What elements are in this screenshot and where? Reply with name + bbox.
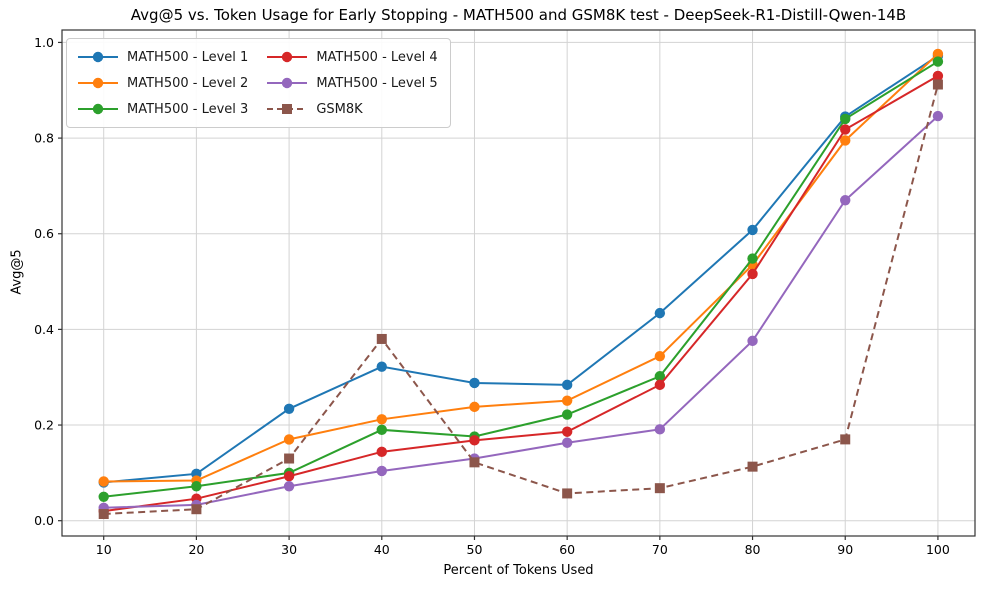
marker-math500-level-2 bbox=[283, 434, 295, 445]
marker-math500-level-3 bbox=[932, 56, 944, 67]
marker-math500-level-2 bbox=[654, 350, 666, 362]
marker-math500-level-4 bbox=[840, 124, 851, 135]
marker-math500-level-3 bbox=[191, 481, 202, 492]
x-tick-label: 90 bbox=[837, 542, 853, 557]
y-tick-label: 0.6 bbox=[34, 226, 54, 241]
marker-math500-level-5 bbox=[376, 465, 387, 477]
marker-math500-level-4 bbox=[376, 446, 387, 458]
marker-math500-level-1 bbox=[469, 377, 480, 389]
marker-math500-level-2 bbox=[932, 48, 944, 60]
legend-sample-math500-level-5 bbox=[267, 77, 308, 89]
y-axis-label: Avg@5 bbox=[9, 249, 25, 295]
marker-gsm8k bbox=[932, 79, 943, 90]
marker-gsm8k bbox=[840, 434, 851, 445]
marker-gsm8k bbox=[469, 457, 480, 468]
marker-math500-level-1 bbox=[747, 224, 758, 236]
legend-label-math500-level-3: MATH500 - Level 3 bbox=[127, 101, 249, 117]
legend-sample-math500-level-1 bbox=[78, 51, 118, 63]
marker-math500-level-5 bbox=[654, 424, 666, 435]
legend-item-math500-level-1: MATH500 - Level 1 bbox=[77, 45, 248, 69]
legend-item-math500-level-4: MATH500 - Level 4 bbox=[266, 45, 438, 69]
legend-sample-math500-level-3 bbox=[78, 103, 118, 115]
marker-math500-level-2 bbox=[98, 476, 109, 487]
legend-item-math500-level-3: MATH500 - Level 3 bbox=[77, 97, 248, 121]
x-tick-label: 100 bbox=[926, 542, 950, 557]
plot-border bbox=[61, 29, 976, 537]
legend-sample-gsm8k bbox=[267, 104, 308, 114]
legend-label-math500-level-2: MATH500 - Level 2 bbox=[127, 75, 249, 91]
series-line-math500-level-3 bbox=[103, 60, 939, 498]
legend-sample-math500-level-4 bbox=[267, 51, 308, 63]
legend-label-math500-level-4: MATH500 - Level 4 bbox=[316, 49, 438, 65]
x-tick-label: 20 bbox=[188, 542, 204, 557]
series-line-math500-level-1 bbox=[103, 54, 939, 484]
marker-math500-level-5 bbox=[840, 195, 851, 206]
series-line-math500-level-4 bbox=[103, 75, 939, 513]
series-line-gsm8k bbox=[103, 84, 939, 515]
marker-math500-level-5 bbox=[747, 335, 758, 347]
marker-math500-level-4 bbox=[283, 471, 295, 482]
x-tick-label: 60 bbox=[559, 542, 575, 557]
marker-math500-level-1 bbox=[283, 403, 295, 414]
legend-label-gsm8k: GSM8K bbox=[316, 101, 363, 117]
marker-math500-level-4 bbox=[932, 70, 944, 82]
x-axis-label: Percent of Tokens Used bbox=[443, 563, 594, 578]
marker-gsm8k bbox=[654, 483, 665, 494]
legend-item-math500-level-5: MATH500 - Level 5 bbox=[266, 71, 438, 95]
marker-math500-level-1 bbox=[376, 361, 387, 372]
marker-gsm8k bbox=[747, 461, 758, 472]
x-tick-label: 70 bbox=[652, 542, 668, 557]
marker-gsm8k bbox=[562, 488, 573, 499]
marker-math500-level-5 bbox=[932, 110, 944, 122]
legend-sample-math500-level-2 bbox=[78, 77, 118, 89]
marker-math500-level-3 bbox=[376, 424, 387, 436]
x-tick-label: 10 bbox=[96, 542, 112, 557]
marker-math500-level-3 bbox=[747, 253, 758, 264]
marker-math500-level-2 bbox=[376, 414, 387, 425]
x-tick-label: 40 bbox=[374, 542, 390, 557]
x-tick-label: 30 bbox=[281, 542, 297, 557]
marker-math500-level-1 bbox=[561, 379, 573, 391]
x-tick-label: 50 bbox=[467, 542, 483, 557]
marker-math500-level-3 bbox=[98, 491, 109, 502]
y-tick-label: 0.2 bbox=[34, 418, 54, 433]
marker-math500-level-5 bbox=[283, 481, 295, 492]
y-tick-label: 1.0 bbox=[34, 35, 54, 50]
marker-math500-level-3 bbox=[840, 113, 851, 125]
marker-gsm8k bbox=[191, 504, 202, 515]
marker-math500-level-2 bbox=[469, 401, 480, 413]
marker-gsm8k bbox=[284, 453, 295, 464]
legend-label-math500-level-1: MATH500 - Level 1 bbox=[127, 49, 249, 65]
marker-math500-level-2 bbox=[840, 135, 851, 146]
marker-math500-level-4 bbox=[561, 426, 573, 437]
marker-math500-level-4 bbox=[654, 379, 666, 391]
marker-math500-level-4 bbox=[747, 268, 758, 280]
y-tick-label: 0.8 bbox=[34, 131, 54, 146]
legend-item-gsm8k: GSM8K bbox=[266, 97, 437, 121]
marker-math500-level-1 bbox=[654, 307, 666, 319]
marker-gsm8k bbox=[376, 333, 387, 344]
marker-math500-level-3 bbox=[561, 409, 573, 420]
marker-math500-level-4 bbox=[469, 435, 480, 446]
marker-math500-level-5 bbox=[561, 437, 573, 448]
y-tick-label: 0.4 bbox=[34, 322, 54, 337]
legend-label-math500-level-5: MATH500 - Level 5 bbox=[316, 75, 438, 91]
series-line-math500-level-5 bbox=[103, 115, 939, 509]
chart-title: Avg@5 vs. Token Usage for Early Stopping… bbox=[130, 6, 907, 24]
legend-item-math500-level-2: MATH500 - Level 2 bbox=[77, 71, 248, 95]
legend: MATH500 - Level 1 MATH500 - Level 2 MATH50… bbox=[66, 38, 451, 128]
marker-math500-level-2 bbox=[561, 395, 573, 406]
x-tick-label: 80 bbox=[745, 542, 761, 557]
marker-gsm8k bbox=[98, 509, 109, 519]
y-tick-label: 0.0 bbox=[34, 513, 54, 528]
marker-math500-level-3 bbox=[654, 371, 666, 382]
